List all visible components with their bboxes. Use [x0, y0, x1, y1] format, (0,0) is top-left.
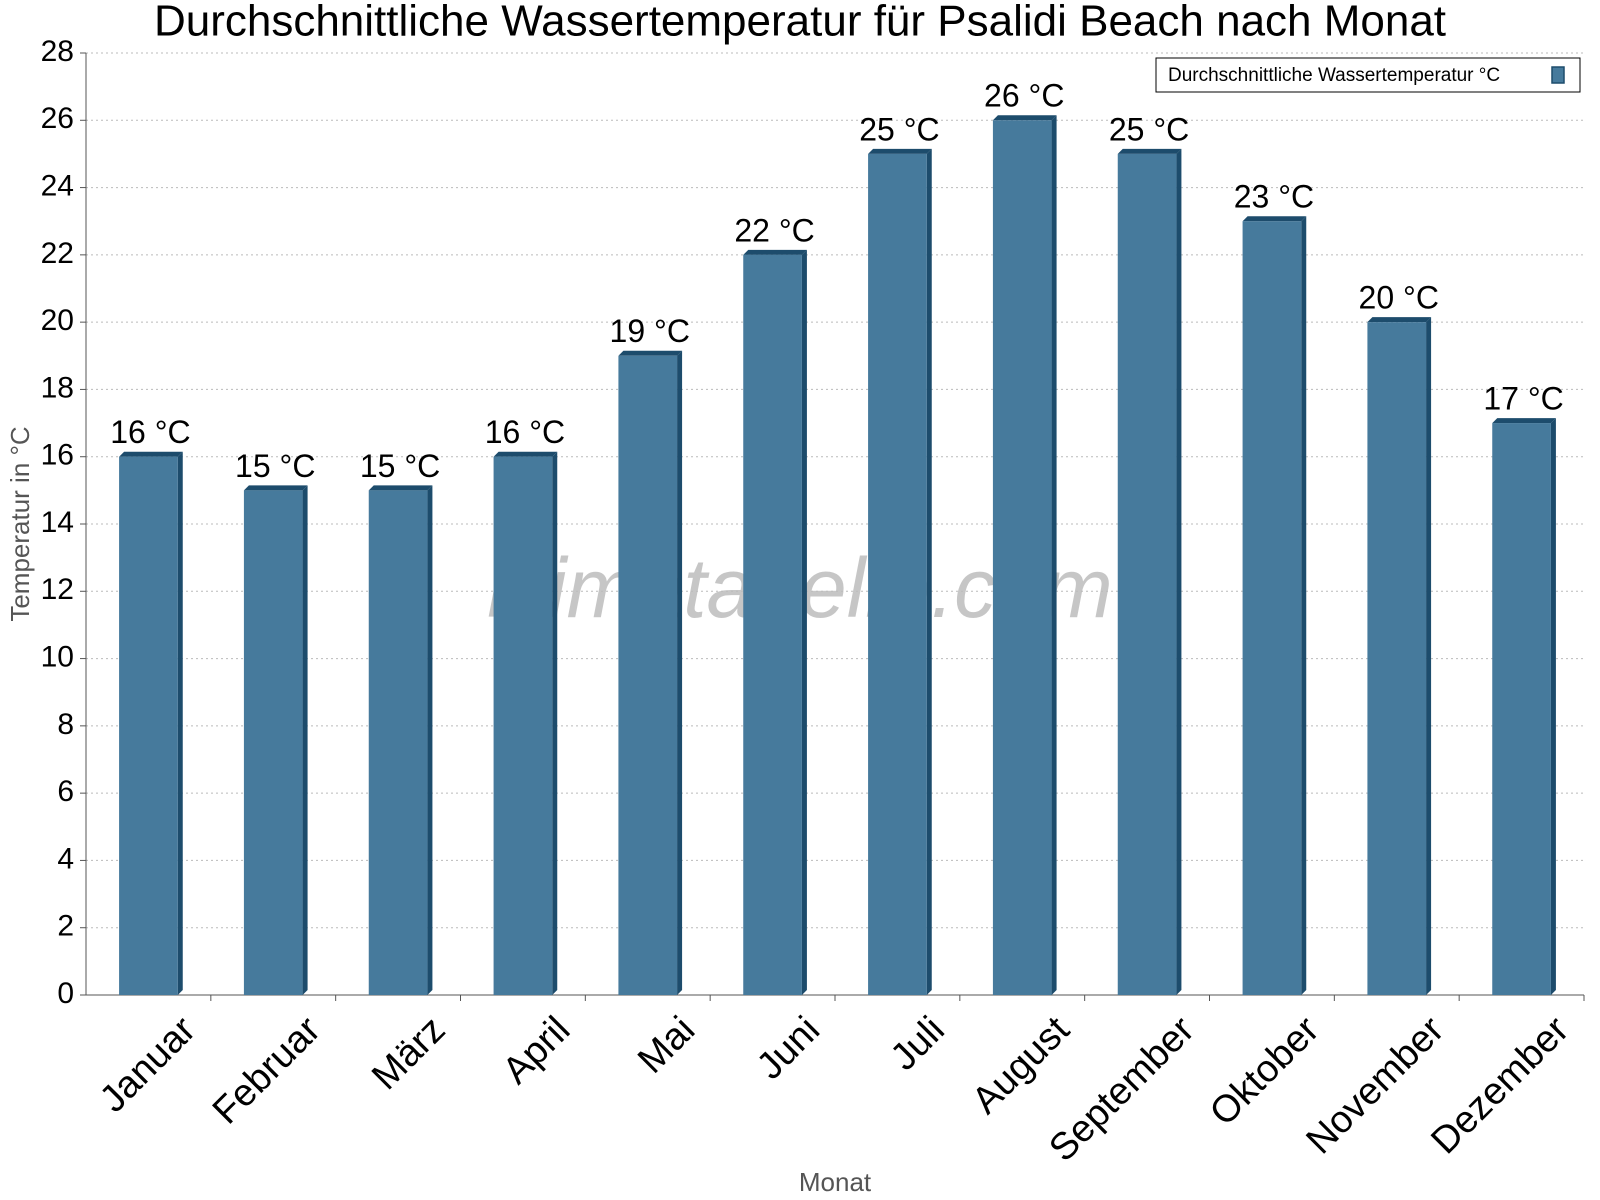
bar-top	[119, 451, 183, 457]
bar	[743, 254, 802, 995]
y-tick-label: 0	[57, 977, 74, 1010]
bar-top	[1117, 148, 1182, 154]
data-label: 23 °C	[1234, 179, 1314, 215]
x-axis-label: Monat	[799, 1167, 872, 1197]
bar	[1242, 221, 1302, 995]
bar-top	[493, 451, 558, 457]
y-tick-label: 14	[41, 506, 74, 539]
y-tick-label: 24	[41, 169, 74, 202]
bar	[992, 120, 1052, 996]
data-label: 26 °C	[984, 78, 1064, 114]
y-tick-label: 26	[41, 102, 74, 135]
data-label: 17 °C	[1483, 381, 1563, 417]
bar-side	[1301, 216, 1307, 995]
bar-top	[743, 249, 807, 255]
bar-top	[868, 148, 932, 154]
bar	[368, 490, 428, 995]
y-tick-label: 16	[41, 439, 74, 472]
y-axis-label: Temperatur in °C	[5, 426, 35, 621]
legend: Durchschnittliche Wassertemperatur °C	[1155, 57, 1581, 93]
bar-top	[368, 485, 433, 491]
bar	[1492, 423, 1551, 996]
bar-side	[926, 148, 932, 995]
bar-side	[302, 485, 308, 995]
bar-top	[618, 350, 683, 356]
bar-top	[1242, 216, 1307, 222]
data-label: 20 °C	[1359, 280, 1439, 316]
bar-side	[177, 451, 183, 995]
data-label: 22 °C	[734, 212, 814, 248]
bar-side	[1550, 418, 1556, 996]
y-tick-label: 10	[41, 640, 74, 673]
data-label: 16 °C	[110, 414, 190, 450]
data-label: 19 °C	[610, 313, 690, 349]
data-label: 15 °C	[360, 448, 440, 484]
legend-box	[1155, 57, 1581, 93]
y-tick-label: 12	[41, 573, 74, 606]
y-tick-label: 28	[41, 35, 74, 68]
bar-top	[1367, 317, 1432, 323]
bar-side	[1426, 317, 1432, 996]
data-label: 15 °C	[235, 448, 315, 484]
bar	[618, 355, 678, 995]
bar-side	[1051, 115, 1057, 996]
legend-swatch	[1551, 66, 1565, 84]
bar-side	[427, 485, 433, 995]
bar	[493, 456, 553, 995]
data-label: 25 °C	[859, 111, 939, 147]
y-tick-label: 8	[57, 708, 74, 741]
y-tick-label: 4	[57, 842, 74, 875]
y-tick-label: 22	[41, 237, 74, 270]
bar-top	[243, 485, 308, 491]
bar	[119, 456, 178, 995]
data-label: 16 °C	[485, 414, 565, 450]
y-tick-label: 18	[41, 371, 74, 404]
bar-top	[1492, 418, 1556, 424]
bar-side	[1176, 148, 1182, 995]
y-tick-label: 20	[41, 304, 74, 337]
chart-title: Durchschnittliche Wassertemperatur für P…	[154, 0, 1446, 46]
bar	[868, 153, 927, 995]
bar-side	[677, 350, 683, 995]
bar-side	[801, 249, 807, 995]
bar	[243, 490, 303, 995]
bar-side	[552, 451, 558, 995]
legend-label: Durchschnittliche Wassertemperatur °C	[1168, 65, 1500, 86]
bar	[1367, 322, 1427, 996]
y-tick-label: 6	[57, 775, 74, 808]
bar	[1117, 153, 1177, 995]
bar-top	[992, 115, 1057, 121]
y-tick-label: 2	[57, 910, 74, 943]
data-label: 25 °C	[1109, 111, 1189, 147]
